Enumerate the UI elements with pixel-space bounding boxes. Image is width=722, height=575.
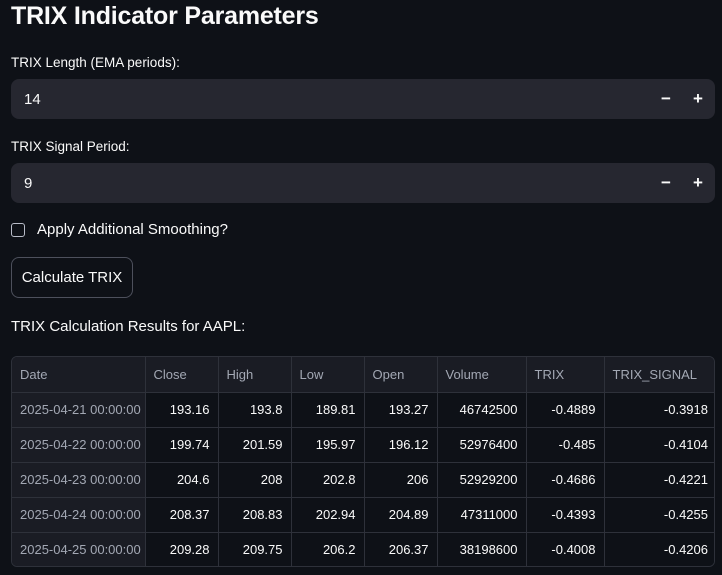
low-cell: 206.2 <box>291 532 365 566</box>
trix-length-increment-button[interactable]: + <box>693 89 703 108</box>
trix-length-input[interactable] <box>11 89 650 109</box>
open-cell: 204.89 <box>364 497 438 533</box>
high-cell: 193.8 <box>218 392 292 428</box>
trix-signal-cell: -0.4206 <box>604 532 714 566</box>
trix-cell: -0.4686 <box>526 462 605 498</box>
close-cell: 193.16 <box>145 392 219 428</box>
low-cell: 202.94 <box>291 497 365 533</box>
column-header-close[interactable]: Close <box>145 357 219 393</box>
table-header-row: Date Close High Low Open Volume TRIX TRI… <box>12 357 714 393</box>
smoothing-checkbox-row[interactable]: Apply Additional Smoothing? <box>11 221 228 238</box>
column-header-high[interactable]: High <box>218 357 292 393</box>
open-cell: 196.12 <box>364 427 438 463</box>
trix-cell: -0.4393 <box>526 497 605 533</box>
table-row: 2025-04-24 00:00:00 208.37 208.83 202.94… <box>12 497 714 533</box>
date-cell: 2025-04-22 00:00:00 <box>12 427 146 463</box>
date-cell: 2025-04-25 00:00:00 <box>12 532 146 566</box>
trix-signal-cell: -0.4104 <box>604 427 714 463</box>
volume-cell: 52976400 <box>437 427 527 463</box>
low-cell: 202.8 <box>291 462 365 498</box>
date-cell: 2025-04-24 00:00:00 <box>12 497 146 533</box>
table-row: 2025-04-22 00:00:00 199.74 201.59 195.97… <box>12 427 714 463</box>
high-cell: 208 <box>218 462 292 498</box>
close-cell: 208.37 <box>145 497 219 533</box>
trix-signal-input-container: − + <box>11 163 715 203</box>
column-header-trix[interactable]: TRIX <box>526 357 605 393</box>
close-cell: 199.74 <box>145 427 219 463</box>
trix-length-label: TRIX Length (EMA periods): <box>11 55 180 70</box>
trix-signal-increment-button[interactable]: + <box>693 173 703 192</box>
column-header-open[interactable]: Open <box>364 357 438 393</box>
trix-signal-cell: -0.4221 <box>604 462 714 498</box>
column-header-low[interactable]: Low <box>291 357 365 393</box>
table-row: 2025-04-23 00:00:00 204.6 208 202.8 206 … <box>12 462 714 498</box>
low-cell: 189.81 <box>291 392 365 428</box>
trix-length-decrement-button[interactable]: − <box>661 89 671 108</box>
open-cell: 206 <box>364 462 438 498</box>
column-header-volume[interactable]: Volume <box>437 357 527 393</box>
column-header-trix-signal[interactable]: TRIX_SIGNAL <box>604 357 714 393</box>
volume-cell: 52929200 <box>437 462 527 498</box>
trix-signal-cell: -0.3918 <box>604 392 714 428</box>
open-cell: 206.37 <box>364 532 438 566</box>
low-cell: 195.97 <box>291 427 365 463</box>
trix-cell: -0.485 <box>526 427 605 463</box>
trix-signal-cell: -0.4255 <box>604 497 714 533</box>
page-title: TRIX Indicator Parameters <box>11 2 319 30</box>
calculate-trix-button[interactable]: Calculate TRIX <box>11 257 133 298</box>
open-cell: 193.27 <box>364 392 438 428</box>
trix-length-input-container: − + <box>11 79 715 119</box>
trix-signal-label: TRIX Signal Period: <box>11 139 130 154</box>
column-header-date[interactable]: Date <box>12 357 146 393</box>
trix-cell: -0.4889 <box>526 392 605 428</box>
high-cell: 208.83 <box>218 497 292 533</box>
close-cell: 209.28 <box>145 532 219 566</box>
results-heading: TRIX Calculation Results for AAPL: <box>11 318 246 335</box>
smoothing-checkbox[interactable] <box>11 222 25 237</box>
table-row: 2025-04-25 00:00:00 209.28 209.75 206.2 … <box>12 532 714 566</box>
date-cell: 2025-04-21 00:00:00 <box>12 392 146 428</box>
high-cell: 209.75 <box>218 532 292 566</box>
high-cell: 201.59 <box>218 427 292 463</box>
volume-cell: 38198600 <box>437 532 527 566</box>
trix-signal-input[interactable] <box>11 173 650 193</box>
volume-cell: 47311000 <box>437 497 527 533</box>
close-cell: 204.6 <box>145 462 219 498</box>
volume-cell: 46742500 <box>437 392 527 428</box>
table-row: 2025-04-21 00:00:00 193.16 193.8 189.81 … <box>12 392 714 428</box>
trix-signal-decrement-button[interactable]: − <box>661 173 671 192</box>
results-table[interactable]: Date Close High Low Open Volume TRIX TRI… <box>11 356 715 567</box>
date-cell: 2025-04-23 00:00:00 <box>12 462 146 498</box>
smoothing-checkbox-label[interactable]: Apply Additional Smoothing? <box>37 221 228 238</box>
trix-cell: -0.4008 <box>526 532 605 566</box>
